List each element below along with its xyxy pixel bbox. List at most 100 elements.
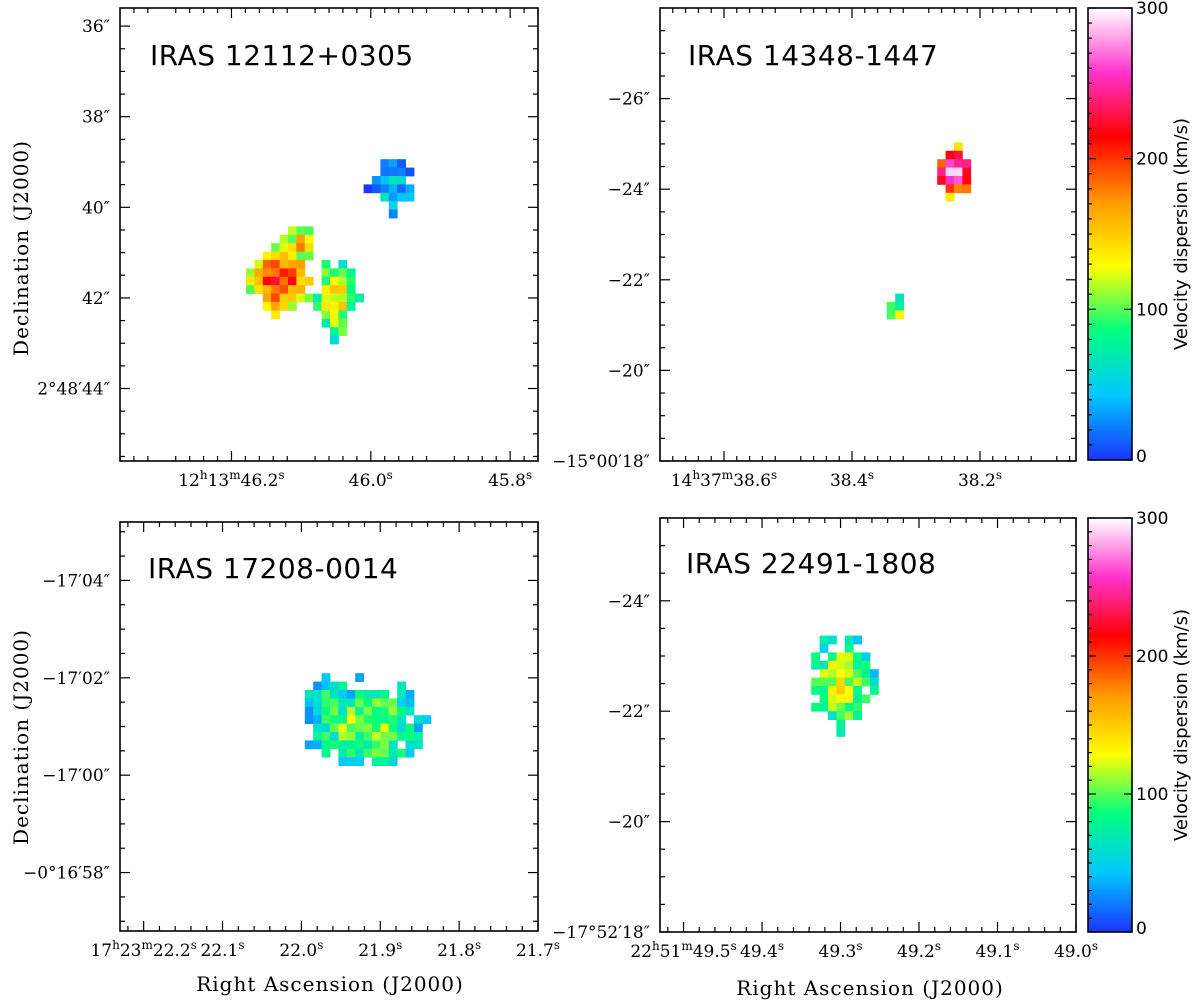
velocity-pixel <box>279 243 289 252</box>
tick-marks <box>660 8 1076 462</box>
velocity-pixel <box>363 723 373 733</box>
velocity-pixel <box>380 159 390 168</box>
velocity-pixel <box>819 686 829 695</box>
panel-title: IRAS 17208-0014 <box>148 552 398 585</box>
velocity-pixel <box>380 706 390 716</box>
velocity-pixel <box>321 302 331 311</box>
velocity-pixel <box>296 251 306 261</box>
velocity-pixel <box>388 757 398 766</box>
velocity-pixel <box>363 740 373 750</box>
velocity-pixel <box>844 702 854 712</box>
colorbar-ticks: 0 100 200 300 <box>1088 0 1168 467</box>
velocity-pixel <box>397 690 406 699</box>
colorbar-tick-label: 200 <box>1136 150 1168 170</box>
velocity-pixel <box>262 268 272 278</box>
velocity-pixel <box>321 723 331 733</box>
velocity-pixel <box>288 234 297 244</box>
x-tick-label: 46.0s <box>349 468 393 491</box>
velocity-pixel <box>405 192 415 202</box>
velocity-pixel <box>397 167 406 177</box>
velocity-pixel <box>819 694 829 704</box>
velocity-pixel <box>304 690 314 699</box>
velocity-pixel <box>372 732 381 741</box>
velocity-pixel <box>330 327 339 336</box>
velocity-pixel <box>304 234 314 244</box>
panel-iras-12112: IRAS 12112+0305 2°48′44″ 42″ 40″ 38″ 36″ 12h… <box>9 7 539 491</box>
velocity-pixel <box>288 226 297 236</box>
velocity-pixel <box>853 652 862 662</box>
panel-iras-17208: IRAS 17208-0014 −0°16′58″−17′00″−17′02″−… <box>9 521 560 996</box>
velocity-pixel <box>254 260 264 269</box>
velocity-pixel <box>338 285 348 294</box>
velocity-pixel <box>870 669 879 678</box>
velocity-pixel <box>355 757 364 766</box>
velocity-pixel <box>405 167 415 177</box>
velocity-pixel <box>346 690 356 699</box>
velocity-pixel <box>844 694 854 704</box>
colorbar-label: Velocity dispersion (km/s) <box>1171 609 1192 841</box>
panel-title: IRAS 12112+0305 <box>150 39 414 72</box>
velocity-pixel <box>355 706 364 716</box>
velocity-map <box>304 673 432 766</box>
velocity-pixel <box>372 698 381 708</box>
velocity-pixel <box>321 268 331 278</box>
y-tick-label: 42″ <box>82 289 110 309</box>
y-tick-label: −20″ <box>608 813 650 833</box>
velocity-pixel <box>313 715 322 724</box>
velocity-pixel <box>321 740 331 750</box>
velocity-pixel <box>405 732 415 741</box>
velocity-pixel <box>819 644 829 653</box>
velocity-pixel <box>346 698 356 708</box>
velocity-pixel <box>254 276 264 286</box>
velocity-pixel <box>338 690 348 699</box>
velocity-pixel <box>836 677 846 687</box>
colorbar-gradient <box>1088 8 1132 460</box>
velocity-pixel <box>380 698 390 708</box>
velocity-pixel <box>288 285 297 294</box>
velocity-pixel <box>246 285 255 294</box>
velocity-pixel <box>363 748 373 758</box>
plot-frame <box>659 7 1077 462</box>
velocity-pixel <box>388 740 398 750</box>
tick-marks <box>660 517 1077 933</box>
velocity-pixel <box>321 698 331 708</box>
velocity-pixel <box>288 276 297 286</box>
plot-frame <box>119 7 539 462</box>
velocity-pixel <box>861 677 871 687</box>
velocity-pixel <box>372 690 381 699</box>
panel-iras-22491: IRAS 22491-1808 −17°52′18″ −20″ −22″ −24″ 2… <box>552 517 1098 1000</box>
colorbar-tick-label: 300 <box>1136 0 1168 19</box>
velocity-pixel <box>330 268 339 278</box>
velocity-pixel <box>861 669 871 678</box>
velocity-pixel <box>853 694 862 704</box>
velocity-pixel <box>330 690 339 699</box>
velocity-pixel <box>321 748 331 758</box>
velocity-pixel <box>945 176 955 185</box>
colorbar-ticks: 0 100 200 300 <box>1088 509 1168 939</box>
tick-marks <box>120 522 539 931</box>
y-tick-label: −22″ <box>608 271 650 291</box>
velocity-pixel <box>262 285 272 294</box>
velocity-pixel <box>313 732 322 741</box>
velocity-pixel <box>254 268 264 278</box>
velocity-pixel <box>304 251 314 261</box>
y-tick-labels: 2°48′44″ 42″ 40″ 38″ 36″ <box>37 17 110 399</box>
velocity-pixel <box>962 167 972 177</box>
velocity-pixel <box>279 293 289 303</box>
velocity-pixel <box>346 757 356 766</box>
velocity-pixel <box>405 184 415 194</box>
velocity-pixel <box>304 293 314 303</box>
velocity-pixel <box>861 652 871 662</box>
velocity-pixel <box>330 732 339 741</box>
x-tick-label: 12h13m46.2s <box>178 468 284 491</box>
velocity-pixel <box>397 723 406 733</box>
velocity-pixel <box>330 335 339 345</box>
velocity-pixel <box>330 740 339 750</box>
velocity-pixel <box>372 748 381 758</box>
velocity-pixel <box>811 686 820 695</box>
velocity-pixel <box>836 702 846 712</box>
velocity-pixel <box>262 302 272 311</box>
y-axis-label: Declination (J2000) <box>9 140 33 356</box>
velocity-pixel <box>397 192 406 202</box>
